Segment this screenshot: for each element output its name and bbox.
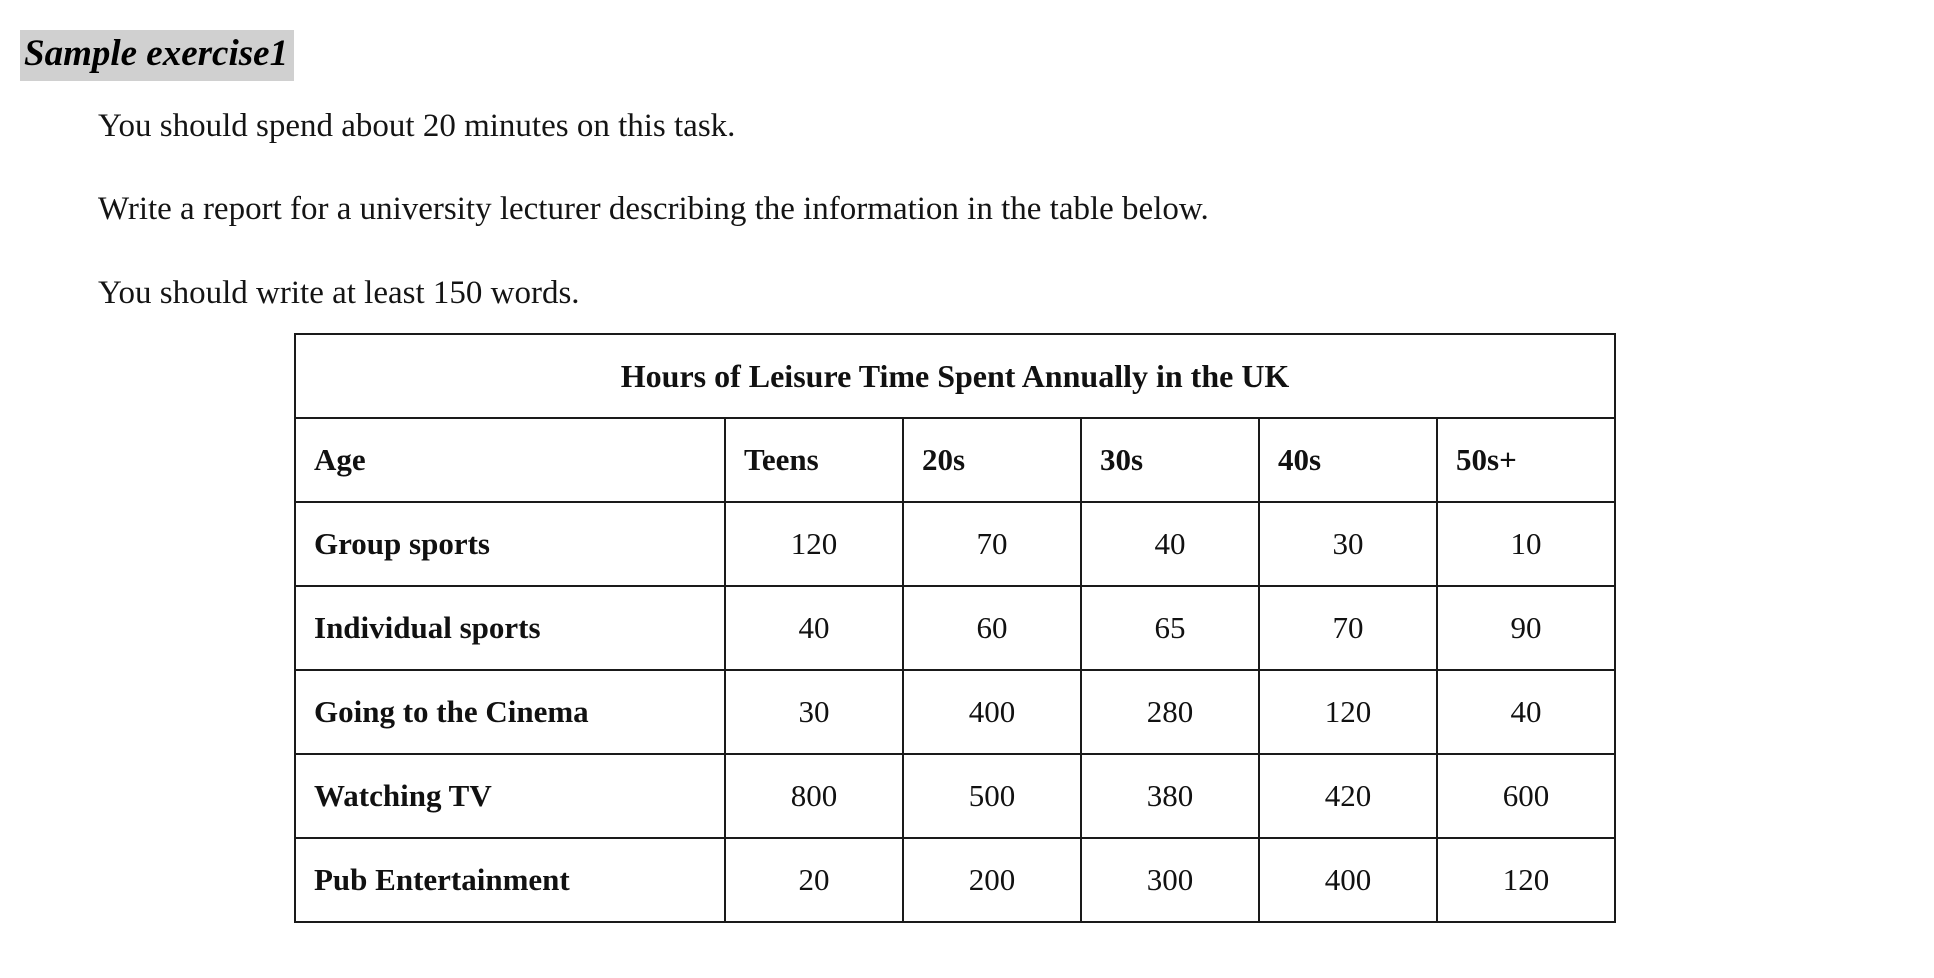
- exercise-heading: Sample exercise1: [20, 30, 295, 81]
- leisure-time-table: Hours of Leisure Time Spent Annually in …: [293, 333, 1617, 923]
- instruction-time: You should spend about 20 minutes on thi…: [98, 108, 736, 144]
- table-cell: 20: [724, 837, 904, 923]
- row-label: Going to the Cinema: [294, 669, 726, 755]
- table-cell: 200: [902, 837, 1082, 923]
- table-cell: 40: [1080, 501, 1260, 587]
- instruction-task: Write a report for a university lecturer…: [98, 191, 1209, 227]
- row-label: Pub Entertainment: [294, 837, 726, 923]
- table-cell: 70: [1258, 585, 1438, 671]
- row-label: Watching TV: [294, 753, 726, 839]
- table-cell: 60: [902, 585, 1082, 671]
- table-row: Pub Entertainment 20 200 300 400 120: [294, 837, 1617, 923]
- table-cell: 600: [1435, 753, 1617, 839]
- table-cell: 30: [724, 669, 904, 755]
- table-cell: 400: [902, 669, 1082, 755]
- table-cell: 120: [724, 501, 904, 587]
- table-cell: 800: [724, 753, 904, 839]
- table-cell: 65: [1080, 585, 1260, 671]
- row-label: Group sports: [294, 501, 726, 587]
- table-row: Individual sports 40 60 65 70 90: [294, 585, 1617, 671]
- table-row: Watching TV 800 500 380 420 600: [294, 753, 1617, 839]
- table-cell: 380: [1080, 753, 1260, 839]
- table-cell: 420: [1258, 753, 1438, 839]
- table-cell: 300: [1080, 837, 1260, 923]
- header-cell-30s: 30s: [1080, 417, 1260, 503]
- table-cell: 10: [1435, 501, 1617, 587]
- table-caption-row: Hours of Leisure Time Spent Annually in …: [293, 333, 1617, 419]
- table-cell: 40: [1435, 669, 1617, 755]
- table-header-row: Age Teens 20s 30s 40s 50s+: [294, 417, 1617, 503]
- header-cell-20s: 20s: [902, 417, 1082, 503]
- header-cell-40s: 40s: [1258, 417, 1438, 503]
- table-row: Going to the Cinema 30 400 280 120 40: [294, 669, 1617, 755]
- instruction-word-count: You should write at least 150 words.: [98, 275, 580, 311]
- table-cell: 400: [1258, 837, 1438, 923]
- table-cell: 120: [1258, 669, 1438, 755]
- table-cell: 90: [1435, 585, 1617, 671]
- table-cell: 120: [1435, 837, 1617, 923]
- table-cell: 40: [724, 585, 904, 671]
- table-title: Hours of Leisure Time Spent Annually in …: [293, 333, 1617, 419]
- table-cell: 30: [1258, 501, 1438, 587]
- row-label: Individual sports: [294, 585, 726, 671]
- header-cell-50s-plus: 50s+: [1435, 417, 1617, 503]
- table-row: Group sports 120 70 40 30 10: [294, 501, 1617, 587]
- header-cell-age: Age: [294, 417, 726, 503]
- header-cell-teens: Teens: [724, 417, 904, 503]
- table-cell: 70: [902, 501, 1082, 587]
- table-cell: 500: [902, 753, 1082, 839]
- table-cell: 280: [1080, 669, 1260, 755]
